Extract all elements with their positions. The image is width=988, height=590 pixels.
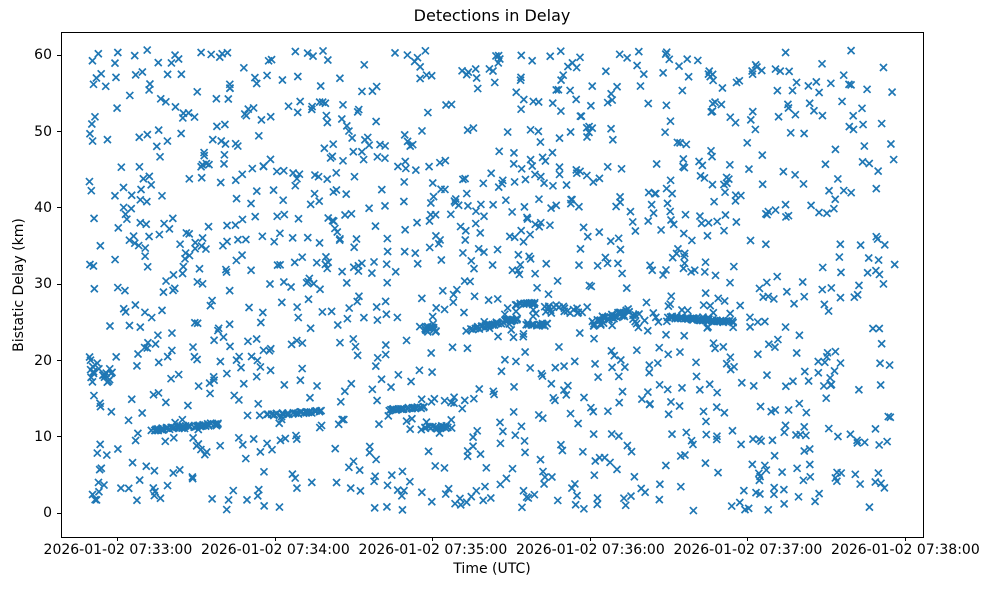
y-tick-mark [57, 436, 61, 438]
y-axis-label: Bistatic Delay (km) [11, 218, 27, 352]
x-tick-mark [432, 537, 434, 541]
x-tick-label: 2026-01-02 07:34:00 [201, 542, 350, 558]
x-tick-mark [904, 537, 906, 541]
y-tick-mark [57, 283, 61, 285]
y-tick-label: 0 [43, 505, 52, 522]
x-axis-label: Time (UTC) [453, 561, 531, 577]
y-tick-mark [57, 54, 61, 56]
y-tick-mark [57, 131, 61, 132]
scatter-plot-canvas [62, 33, 923, 537]
y-tick-mark [57, 512, 61, 514]
x-tick-mark [274, 537, 276, 541]
x-tick-mark [117, 537, 119, 541]
x-tick-label: 2026-01-02 07:33:00 [43, 542, 193, 558]
y-tick-mark [57, 360, 61, 362]
y-tick-mark [57, 207, 61, 209]
y-tick-label: 50 [34, 123, 52, 140]
y-tick-label: 20 [34, 352, 52, 369]
x-tick-label: 2026-01-02 07:35:00 [358, 542, 508, 558]
x-tick-label: 2026-01-02 07:36:00 [516, 542, 665, 558]
chart-title: Detections in Delay [413, 6, 571, 25]
x-tick-mark [747, 537, 749, 541]
x-tick-label: 2026-01-02 07:37:00 [673, 542, 823, 558]
y-tick-label: 40 [34, 199, 52, 216]
x-tick-mark [589, 537, 591, 541]
y-tick-label: 60 [34, 47, 52, 64]
x-tick-label: 2026-01-02 07:38:00 [831, 542, 980, 558]
y-tick-label: 10 [34, 428, 52, 445]
y-tick-label: 30 [34, 276, 52, 293]
